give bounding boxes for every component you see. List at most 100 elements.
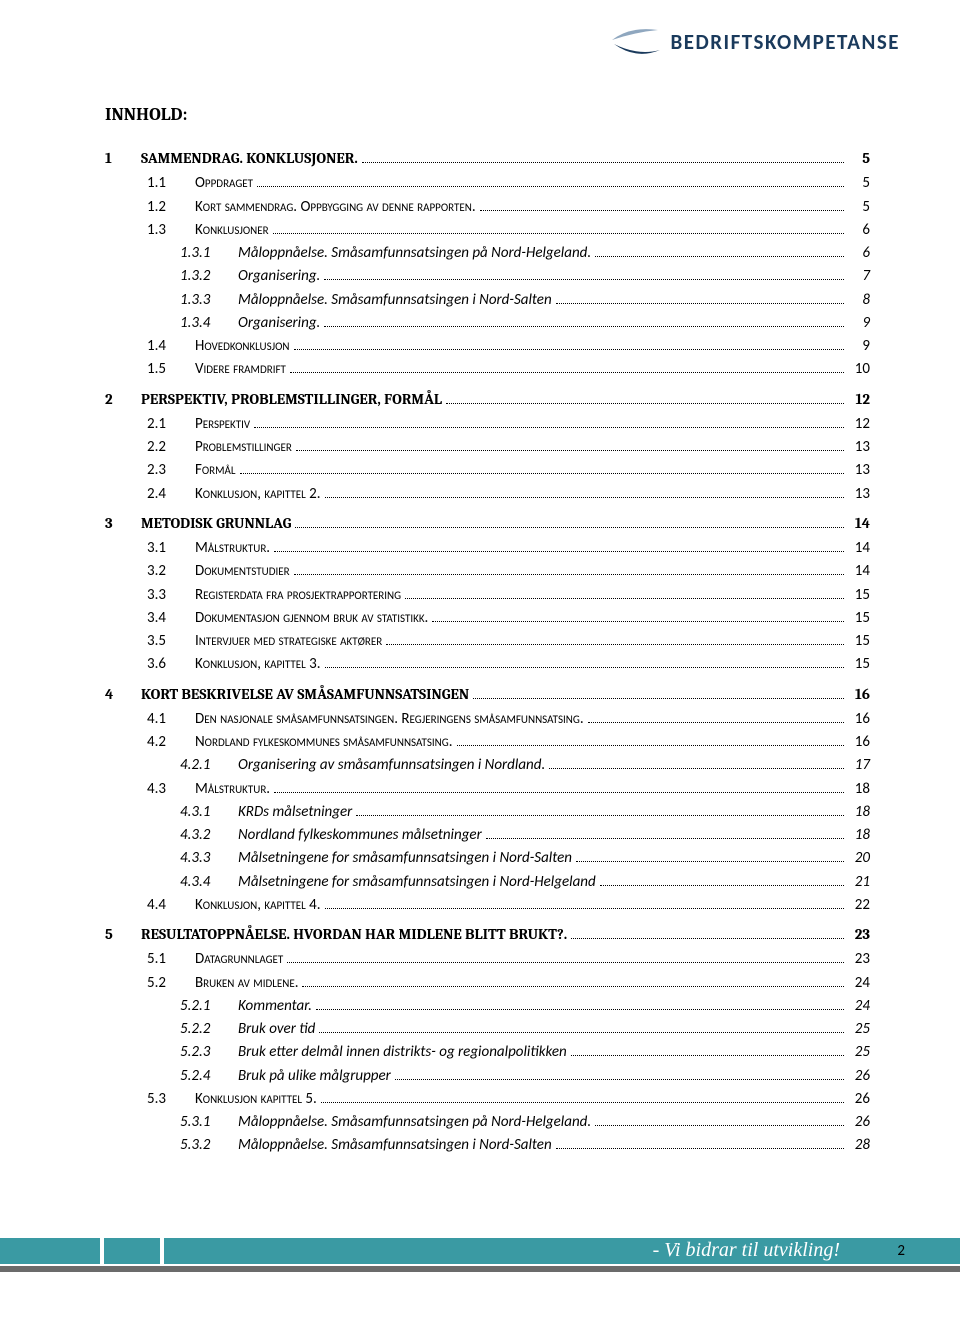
toc-row: 2.4Konklusjon, kapittel 2.13 [105, 483, 870, 506]
toc-row: 4.3.1KRDs målsetninger18 [105, 801, 870, 824]
toc-row-page: 23 [848, 923, 870, 946]
toc-leader-dots [588, 722, 844, 723]
toc-row: 1.3.3Måloppnåelse. Småsamfunnsatsingen i… [105, 289, 870, 312]
toc-row-page: 23 [848, 948, 870, 971]
toc-leader-dots [576, 861, 844, 862]
toc-row-page: 26 [848, 1088, 870, 1111]
toc-row-page: 18 [848, 801, 870, 824]
toc-row-text: Dokumentasjon gjennom bruk av statistikk… [195, 607, 428, 630]
toc-row-number: 1 [105, 147, 141, 170]
toc-row-page: 9 [848, 312, 870, 335]
toc-row-text: Intervjuer med strategiske aktører [195, 630, 382, 653]
toc-row-page: 13 [848, 459, 870, 482]
toc-row: 1.3.2Organisering.7 [105, 265, 870, 288]
toc-row-page: 18 [848, 778, 870, 801]
toc-title: INNHOLD: [105, 104, 870, 125]
toc-row-number: 5.2 [147, 972, 195, 995]
toc-leader-dots [324, 279, 844, 280]
toc-row-text: Den nasjonale småsamfunnsatsingen. Regje… [195, 708, 584, 731]
toc-row-number: 2.2 [147, 436, 195, 459]
toc-leader-dots [295, 527, 844, 528]
toc-row-text: Perspektiv [195, 413, 250, 436]
toc-row-page: 12 [848, 388, 870, 411]
toc-row-page: 6 [848, 242, 870, 265]
toc-row-page: 7 [848, 265, 870, 288]
toc-row-page: 14 [848, 560, 870, 583]
toc-row-text: SAMMENDRAG. KONKLUSJONER. [141, 147, 358, 170]
toc-leader-dots [432, 621, 844, 622]
toc-leader-dots [254, 427, 844, 428]
toc-row: 3.2Dokumentstudier14 [105, 560, 870, 583]
toc-row-text: Konklusjon, kapittel 4. [195, 894, 321, 917]
toc-body: 1SAMMENDRAG. KONKLUSJONER.51.1Oppdraget5… [105, 147, 870, 1158]
toc-row-text: Målsetningene for småsamfunnsatsingen i … [238, 847, 572, 870]
brand-header: BEDRIFTSKOMPETANSE [0, 0, 960, 74]
toc-row-text: Måloppnåelse. Småsamfunnsatsingen på Nor… [238, 1111, 591, 1134]
toc-row-page: 16 [848, 731, 870, 754]
toc-row-text: Organisering. [238, 312, 320, 335]
toc-leader-dots [571, 1055, 844, 1056]
toc-leader-dots [446, 403, 844, 404]
toc-row-number: 4.3.1 [180, 801, 238, 824]
toc-leader-dots [457, 745, 845, 746]
toc-row: 5.1Datagrunnlaget23 [105, 948, 870, 971]
toc-row: 4.2.1Organisering av småsamfunnsatsingen… [105, 754, 870, 777]
toc-row-page: 6 [848, 219, 870, 242]
toc-row-page: 24 [848, 972, 870, 995]
toc-row: 5.2.3Bruk etter delmål innen distrikts- … [105, 1041, 870, 1064]
toc-leader-dots [325, 908, 844, 909]
toc-leader-dots [356, 815, 844, 816]
toc-row-page: 15 [848, 653, 870, 676]
toc-row-number: 1.2 [147, 196, 195, 219]
toc-leader-dots [321, 1102, 844, 1103]
toc-row-page: 16 [848, 683, 870, 706]
toc-row-page: 5 [848, 147, 870, 170]
toc-leader-dots [240, 473, 844, 474]
toc-row: 3.4Dokumentasjon gjennom bruk av statist… [105, 607, 870, 630]
toc-leader-dots [324, 326, 844, 327]
toc-leader-dots [290, 372, 844, 373]
toc-row-page: 8 [848, 289, 870, 312]
toc-row-text: METODISK GRUNNLAG [141, 512, 291, 535]
footer-divider-1 [100, 1238, 104, 1264]
toc-leader-dots [325, 497, 844, 498]
toc-leader-dots [395, 1079, 844, 1080]
toc-row: 2PERSPEKTIV, PROBLEMSTILLINGER, FORMÅL12 [105, 388, 870, 411]
toc-row: 1.5Videre framdrift10 [105, 358, 870, 381]
toc-row-page: 16 [848, 708, 870, 731]
toc-row-text: Kort sammendrag. Oppbygging av denne rap… [195, 196, 476, 219]
toc-row-page: 13 [848, 483, 870, 506]
toc-leader-dots [287, 962, 844, 963]
toc-row-text: Målstruktur. [195, 537, 270, 560]
toc-row: 5.2.1Kommentar.24 [105, 995, 870, 1018]
toc-row-page: 15 [848, 607, 870, 630]
toc-row: 2.3Formål13 [105, 459, 870, 482]
toc-row-number: 4.3.3 [180, 847, 238, 870]
toc-row-page: 26 [848, 1111, 870, 1134]
toc-row-text: Konklusjon kapittel 5. [195, 1088, 317, 1111]
toc-row: 5.2Bruken av midlene.24 [105, 972, 870, 995]
toc-row-page: 14 [848, 512, 870, 535]
toc-content: INNHOLD: 1SAMMENDRAG. KONKLUSJONER.51.1O… [0, 74, 960, 1158]
footer-divider-2 [160, 1238, 164, 1264]
toc-row: 5RESULTATOPPNÅELSE. HVORDAN HAR MIDLENE … [105, 923, 870, 946]
toc-row-text: KORT BESKRIVELSE AV SMÅSAMFUNNSATSINGEN [141, 683, 469, 706]
toc-row-text: Hovedkonklusjon [195, 335, 290, 358]
toc-row-page: 12 [848, 413, 870, 436]
toc-row-text: Problemstillinger [195, 436, 292, 459]
toc-row: 1.2Kort sammendrag. Oppbygging av denne … [105, 196, 870, 219]
toc-row: 1.3.4Organisering.9 [105, 312, 870, 335]
toc-row-text: Måloppnåelse. Småsamfunnsatsingen i Nord… [238, 289, 552, 312]
toc-row-text: Konklusjon, kapittel 2. [195, 483, 321, 506]
toc-leader-dots [571, 938, 844, 939]
toc-row-text: Bruk etter delmål innen distrikts- og re… [238, 1041, 567, 1064]
toc-row-number: 5.1 [147, 948, 195, 971]
page-footer: - Vi bidrar til utvikling! 2 [0, 1228, 960, 1276]
toc-row-number: 5.3 [147, 1088, 195, 1111]
toc-row: 3.3Registerdata fra prosjektrapportering… [105, 584, 870, 607]
toc-row-page: 17 [848, 754, 870, 777]
toc-leader-dots [257, 186, 844, 187]
toc-row-text: Oppdraget [195, 172, 253, 195]
toc-row-number: 3.1 [147, 537, 195, 560]
toc-row-text: RESULTATOPPNÅELSE. HVORDAN HAR MIDLENE B… [141, 923, 567, 946]
